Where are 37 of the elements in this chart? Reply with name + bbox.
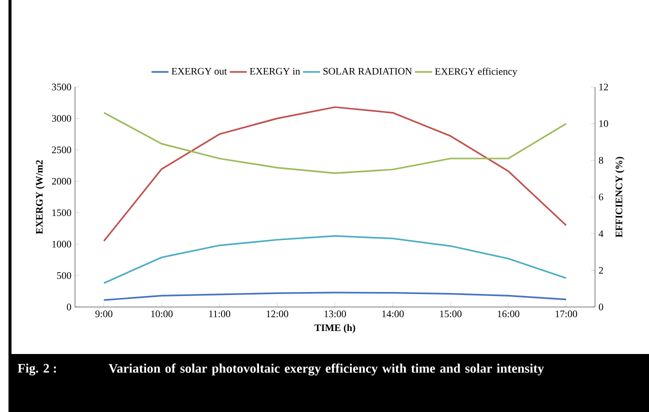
y2-tick-label: 12 bbox=[599, 84, 608, 90]
y2-tick-label: 10 bbox=[599, 120, 608, 128]
x-tick-label: 13:00 bbox=[324, 310, 346, 318]
x-tick-label: 11:00 bbox=[209, 310, 230, 318]
x-tick-label: 14:00 bbox=[382, 310, 404, 318]
caption: Fig. 2 : bbox=[18, 364, 56, 376]
y-tick-label: 3000 bbox=[52, 115, 72, 122]
line-series bbox=[103, 112, 567, 174]
legend-label: EXERGY out bbox=[172, 68, 227, 75]
y2-tick-label: 0 bbox=[598, 304, 604, 310]
x-tick-label: 16:00 bbox=[498, 310, 520, 318]
x-tick-label: 12:00 bbox=[266, 310, 288, 318]
x-tick-label: 17:00 bbox=[556, 310, 578, 318]
text: Variation of solar photovoltaic exergy efficiency with time and solar intensity bbox=[108, 364, 544, 376]
y-tick-label: 1000 bbox=[52, 240, 72, 248]
y-tick-label: 500 bbox=[57, 272, 72, 279]
y-tick-label: 2500 bbox=[52, 146, 72, 154]
y-tick-label: 3500 bbox=[52, 84, 72, 90]
line-series bbox=[103, 235, 567, 284]
x-tick-label: 15:00 bbox=[440, 310, 462, 318]
legend-label: SOLAR RADIATION bbox=[323, 68, 412, 75]
y2-axis-title: EFFICIENCY (%) bbox=[615, 156, 624, 238]
line-series bbox=[103, 106, 567, 242]
y2-tick-label: 8 bbox=[598, 156, 604, 164]
y-tick-label: 1500 bbox=[52, 209, 72, 216]
x-axis-title: TIME (h) bbox=[314, 324, 356, 334]
legend-label: EXERGY efficiency bbox=[435, 68, 518, 77]
y-tick-label: 2000 bbox=[52, 178, 72, 185]
y-tick-label: 0 bbox=[66, 304, 72, 310]
x-tick-label: 10:00 bbox=[151, 310, 173, 318]
line-series bbox=[103, 292, 567, 301]
y-axis-title: EXERGY (W/m2 bbox=[36, 160, 45, 234]
x-tick-label: 9:00 bbox=[95, 310, 112, 318]
y2-tick-label: 4 bbox=[598, 230, 604, 237]
legend-label: EXERGY in bbox=[250, 68, 300, 75]
y2-tick-label: 2 bbox=[598, 267, 603, 274]
y2-tick-label: 6 bbox=[598, 194, 604, 200]
